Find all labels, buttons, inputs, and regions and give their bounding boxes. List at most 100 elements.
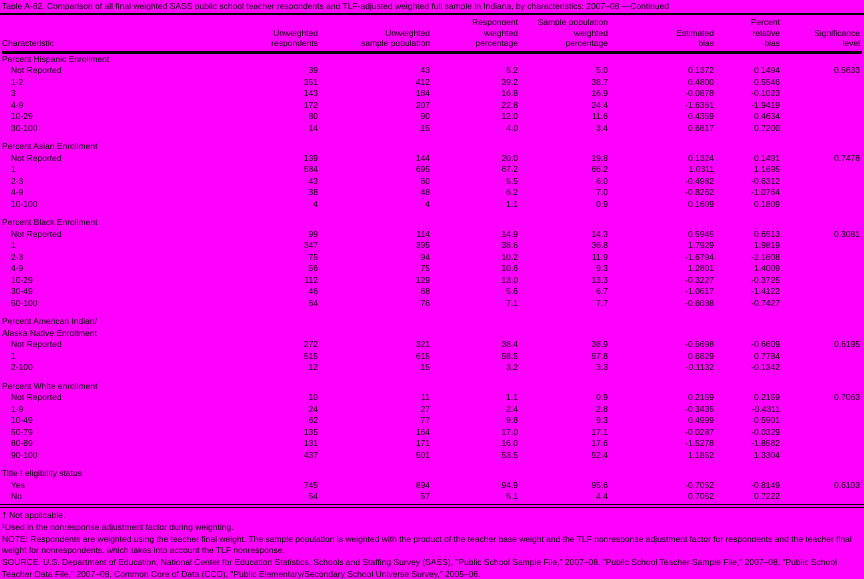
- cell-value: 412: [415, 76, 430, 87]
- section-header-row: Percent American Indian/ Alaska Native E…: [2, 316, 862, 339]
- row-label: Yes: [11, 479, 25, 490]
- cell-value: [782, 263, 862, 275]
- cell-value: [782, 491, 862, 503]
- section-spacer: [2, 134, 862, 141]
- row-label: Not Reported: [11, 65, 62, 75]
- row-label: 50-79: [11, 426, 33, 437]
- cell-value: 894: [415, 479, 430, 490]
- row-label: 4-9: [11, 263, 24, 273]
- cell-value: -0.1023: [751, 88, 780, 98]
- cell-value: 584: [303, 164, 318, 174]
- table-row: 4-9 38 48 6.2 7.0 -0.8262 -1.0764: [2, 187, 862, 199]
- cell-value: 0.6103: [834, 479, 860, 490]
- table-bottom-divider: [0, 503, 864, 508]
- cell-value: 5.1: [506, 491, 518, 501]
- section-header-row: Title I eligibility status: [2, 468, 862, 480]
- cell-value: 43: [308, 175, 318, 186]
- table-row: 2-3 75 94 10.2 11.9 -1.6794 -2.1608: [2, 252, 862, 264]
- row-label: 10-29: [11, 111, 33, 121]
- table-row: 80-89 131 171 16.0 17.6 -1.5278 -1.8582: [2, 438, 862, 450]
- cell-value: 67.2: [501, 164, 518, 174]
- cell-value: 0.7200: [754, 122, 780, 133]
- cell-value: [782, 123, 862, 135]
- section-title: Percent Hispanic Enrollment: [2, 53, 110, 64]
- cell-value: 10.6: [501, 263, 518, 273]
- cell-value: -0.3725: [751, 274, 780, 285]
- cell-value: 10.2: [501, 251, 518, 262]
- cell-value: 112: [304, 274, 318, 285]
- row-label: Not Reported: [11, 228, 62, 239]
- title-divider: [0, 13, 864, 15]
- cell-value: 0.1491: [754, 152, 780, 163]
- row-label: 1: [11, 164, 16, 174]
- cell-value: 39.2: [501, 76, 518, 87]
- cell-value: 19.8: [591, 152, 608, 163]
- table-row: 4-9 56 75 10.6 9.3 1.2801 1.4009: [2, 263, 862, 275]
- cell-value: [782, 450, 862, 462]
- table-title: Table A-62. Comparison of all final weig…: [2, 1, 670, 11]
- cell-value: 17.0: [501, 426, 518, 437]
- cell-value: 0.2159: [688, 392, 714, 402]
- cell-value: 4.0: [506, 122, 518, 133]
- cell-value: -0.1132: [685, 362, 714, 372]
- cell-value: 135: [303, 426, 318, 437]
- row-label: 2-100: [11, 362, 33, 372]
- cell-value: -0.5698: [685, 339, 714, 349]
- cell-value: 99: [308, 228, 318, 239]
- cell-value: 9.3: [596, 263, 608, 273]
- row-label: 1-9: [11, 403, 24, 414]
- column-header-sample-population-weighted-percentage: Sample population weighted percentage: [537, 17, 608, 48]
- table-row: 4-9 172 207 22.8 24.4 -1.6361 -1.9419: [2, 100, 862, 112]
- cell-value: 12.0: [501, 111, 518, 121]
- cell-value: 11.6: [592, 111, 608, 121]
- row-label: 1: [11, 350, 16, 361]
- cell-value: 0.1809: [754, 198, 780, 209]
- cell-value: 0.7052: [688, 491, 714, 501]
- cell-value: 207: [415, 99, 430, 110]
- cell-value: 38: [308, 187, 318, 197]
- section-header-row: Percent White enrollment: [2, 381, 862, 393]
- cell-value: 77: [420, 415, 430, 425]
- cell-value: 38.7: [591, 76, 608, 87]
- row-label: 10-29: [11, 274, 33, 285]
- cell-value: 0.7784: [754, 350, 780, 361]
- table-row: 10-29 80 90 12.0 11.6 0.4359 0.4634: [2, 111, 862, 123]
- cell-value: 46: [308, 286, 318, 296]
- cell-value: 57: [420, 491, 430, 501]
- table-row: 2-3 43 60 5.5 6.0 -0.4982 -0.6312: [2, 176, 862, 188]
- table-row: 10-29 112 129 13.0 13.3 -0.3227 -0.3725: [2, 275, 862, 287]
- cell-value: -0.0329: [751, 426, 780, 437]
- cell-value: 1.1: [506, 392, 518, 402]
- cell-value: [782, 111, 862, 123]
- cell-value: 1.1695: [754, 164, 780, 174]
- cell-value: 95.6: [591, 479, 608, 490]
- row-label: 3: [11, 88, 16, 98]
- row-label: 10-49: [11, 415, 33, 425]
- cell-value: -0.6609: [751, 339, 780, 349]
- cell-value: [782, 252, 862, 264]
- column-header-significance-level: Significance level: [814, 27, 860, 49]
- cell-value: -1.9419: [751, 99, 780, 110]
- cell-value: 0.4800: [688, 76, 714, 87]
- footnote-superscript-1: ¹Used in the nonresponse adjustment fact…: [2, 521, 234, 532]
- cell-value: -0.0878: [685, 88, 714, 98]
- row-label: 4-9: [11, 99, 24, 110]
- cell-value: 6.2: [506, 187, 518, 197]
- cell-value: [782, 351, 862, 363]
- cell-value: [782, 286, 862, 298]
- cell-value: 1.4009: [754, 263, 780, 273]
- cell-value: [782, 199, 862, 211]
- cell-value: 1.9819: [754, 240, 780, 250]
- cell-value: 1.1: [506, 198, 518, 209]
- cell-value: 1.2801: [688, 263, 714, 273]
- table-row: Not Reported 139 144 20.0 19.8 0.1324 0.1491 0.…: [2, 153, 862, 165]
- cell-value: 3.4: [596, 122, 608, 133]
- table-body: Percent Hispanic Enrollment Not Reported 3…: [2, 50, 862, 503]
- cell-value: [782, 438, 862, 450]
- cell-value: 0.9: [596, 198, 608, 209]
- footnote-note: NOTE: Respondents are weighted using the…: [2, 533, 852, 556]
- cell-value: 0.4999: [688, 415, 714, 425]
- cell-value: [782, 404, 862, 416]
- cell-value: 347: [303, 240, 318, 250]
- cell-value: 0.4634: [754, 111, 780, 121]
